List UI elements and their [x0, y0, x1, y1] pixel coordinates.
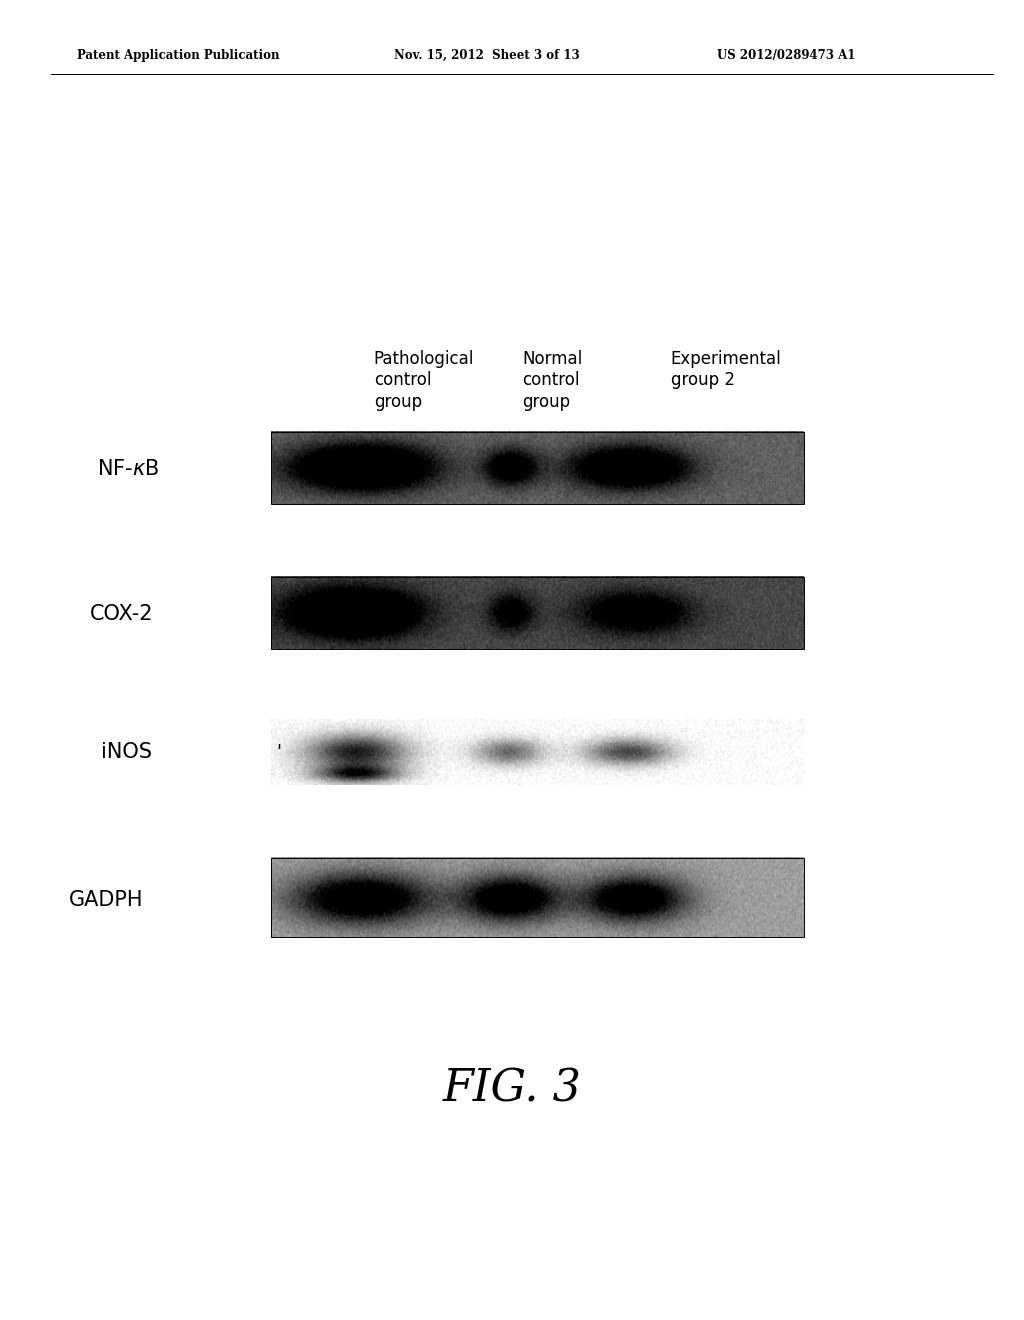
Text: iNOS: iNOS — [100, 742, 152, 763]
Text: COX-2: COX-2 — [90, 603, 154, 624]
Text: US 2012/0289473 A1: US 2012/0289473 A1 — [717, 49, 855, 62]
Text: Normal
control
group: Normal control group — [522, 350, 583, 411]
Bar — [271, 432, 804, 504]
Bar — [271, 858, 804, 937]
Text: Patent Application Publication: Patent Application Publication — [77, 49, 280, 62]
Text: NF-$\kappa$B: NF-$\kappa$B — [96, 458, 159, 479]
Text: Nov. 15, 2012  Sheet 3 of 13: Nov. 15, 2012 Sheet 3 of 13 — [394, 49, 580, 62]
Text: GADPH: GADPH — [69, 890, 143, 911]
Text: Experimental
group 2: Experimental group 2 — [671, 350, 781, 389]
Text: ': ' — [276, 743, 281, 762]
Text: Pathological
control
group: Pathological control group — [374, 350, 474, 411]
Text: FIG. 3: FIG. 3 — [442, 1068, 582, 1110]
Bar — [271, 577, 804, 649]
